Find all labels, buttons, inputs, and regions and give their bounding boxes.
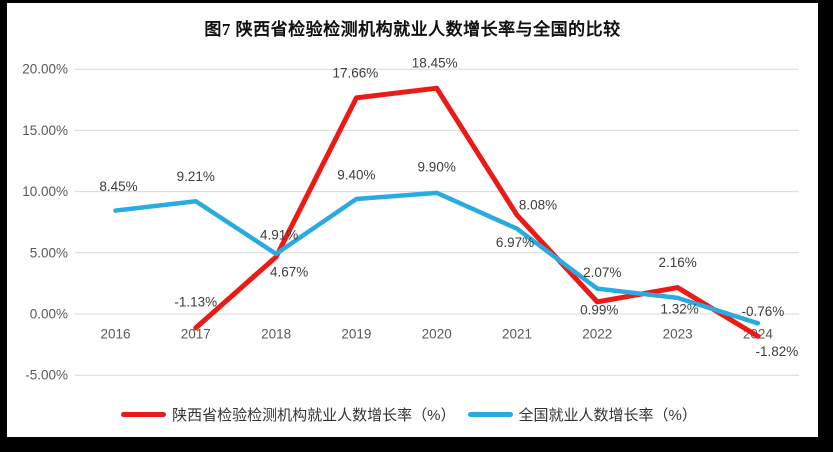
- data-label: 2.07%: [583, 265, 621, 280]
- red-line-swatch-icon: [121, 411, 167, 417]
- series-line-0: [193, 85, 761, 339]
- frame-border-top: [0, 0, 833, 3]
- frame-border-left: [0, 0, 7, 452]
- data-label: 9.90%: [418, 159, 456, 174]
- y-axis-tick-label: 20.00%: [22, 62, 68, 77]
- legend-label: 全国就业人数增长率（%）: [518, 406, 697, 424]
- data-label: 6.97%: [496, 235, 534, 250]
- x-axis-tick-label: 2023: [663, 327, 693, 342]
- frame-border-right: [818, 0, 833, 452]
- x-axis-tick-label: 2017: [181, 327, 211, 342]
- data-label: 9.21%: [177, 169, 215, 184]
- data-label: 8.45%: [99, 179, 137, 194]
- x-axis-tick-label: 2019: [341, 327, 371, 342]
- data-label: 0.99%: [580, 302, 618, 317]
- x-axis-tick-label: 2018: [261, 327, 291, 342]
- series-line-1: [113, 190, 761, 326]
- x-axis-tick-label: 2022: [582, 327, 612, 342]
- data-label: 4.67%: [270, 264, 308, 279]
- x-axis-tick-label: 2020: [422, 327, 452, 342]
- data-label: -0.76%: [742, 304, 785, 319]
- y-axis-tick-label: 5.00%: [30, 245, 68, 260]
- data-label: 8.08%: [519, 198, 557, 213]
- data-label: 4.91%: [260, 227, 298, 242]
- blue-line-swatch-icon: [467, 411, 513, 417]
- data-label: 18.45%: [412, 56, 458, 71]
- chart-title: 图7 陕西省检验检测机构就业人数增长率与全国的比较: [204, 20, 621, 39]
- y-axis-tick-label: -5.00%: [25, 368, 68, 383]
- x-axis-tick-label: 2016: [100, 327, 130, 342]
- data-label: 9.40%: [337, 167, 375, 182]
- chart-legend: 陕西省检验检测机构就业人数增长率（%） 全国就业人数增长率（%）: [0, 401, 818, 427]
- frame-border-bottom: [0, 437, 833, 452]
- data-label: 1.32%: [660, 301, 698, 316]
- legend-item-national: 全国就业人数增长率（%）: [467, 404, 697, 425]
- y-axis-tick-label: 15.00%: [22, 123, 68, 138]
- y-axis-tick-label: 10.00%: [22, 184, 68, 199]
- legend-label: 陕西省检验检测机构就业人数增长率（%）: [172, 406, 456, 424]
- y-axis-tick-label: 0.00%: [30, 307, 68, 322]
- x-axis-tick-label: 2021: [502, 327, 532, 342]
- data-label: -1.82%: [756, 344, 799, 359]
- data-label: -1.13%: [174, 294, 217, 309]
- data-label: 2.16%: [658, 255, 696, 270]
- data-label: 17.66%: [333, 65, 379, 80]
- legend-item-shaanxi: 陕西省检验检测机构就业人数增长率（%）: [121, 404, 456, 425]
